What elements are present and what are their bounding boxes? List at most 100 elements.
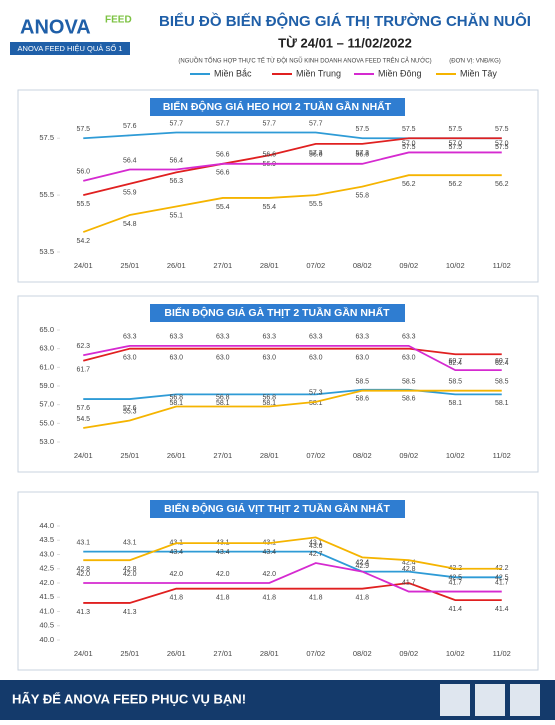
panel-title: BIẾN ĐỘNG GIÁ HEO HƠI 2 TUẦN GẦN NHẤT (163, 100, 392, 113)
data-label: 42.9 (355, 563, 369, 570)
data-label: 58.5 (495, 379, 509, 386)
data-label: 55.4 (216, 204, 230, 211)
tagline-bg (10, 42, 130, 55)
data-label: 55.3 (123, 408, 137, 415)
data-label: 58.5 (402, 379, 416, 386)
x-tick-label: 11/02 (493, 261, 511, 270)
data-label: 43.4 (169, 549, 183, 556)
unit: (ĐƠN VỊ: VNĐ/KG) (449, 59, 500, 65)
x-tick-label: 09/02 (399, 261, 418, 270)
data-label: 41.8 (216, 595, 230, 602)
data-label: 56.8 (262, 394, 276, 401)
x-tick-label: 24/01 (74, 451, 93, 460)
series-line (83, 562, 502, 593)
data-label: 57.7 (262, 120, 276, 127)
data-label: 41.8 (169, 595, 183, 602)
qr-code (440, 684, 470, 716)
data-label: 63.3 (402, 334, 416, 341)
x-tick-label: 07/02 (306, 451, 325, 460)
data-label: 57.3 (309, 390, 323, 397)
data-label: 58.1 (448, 400, 462, 407)
logo-sub: FEED (105, 15, 132, 26)
data-label: 42.8 (76, 566, 90, 573)
x-tick-label: 25/01 (120, 451, 139, 460)
x-tick-label: 11/02 (493, 649, 511, 658)
data-label: 58.5 (355, 379, 369, 386)
data-label: 41.7 (448, 579, 462, 586)
data-label: 57.0 (495, 140, 509, 147)
tagline: ANOVA FEED HIỆU QUẢ SỐ 1 (18, 43, 123, 53)
data-label: 55.4 (262, 204, 276, 211)
data-label: 58.6 (355, 396, 369, 403)
y-tick-label: 41.5 (39, 592, 54, 601)
data-label: 57.7 (169, 120, 183, 127)
data-label: 57.3 (309, 150, 323, 157)
date-range: TỪ 24/01 – 11/02/2022 (278, 35, 412, 50)
data-label: 57.6 (123, 405, 137, 412)
data-label: 43.4 (216, 549, 230, 556)
y-tick-label: 53.0 (39, 437, 54, 446)
data-label: 56.2 (448, 181, 462, 188)
data-label: 56.4 (123, 157, 137, 164)
data-label: 63.3 (169, 334, 183, 341)
series-line (82, 174, 502, 233)
data-label: 42.0 (169, 571, 183, 578)
series-line (83, 389, 502, 429)
y-tick-label: 55.0 (39, 418, 54, 427)
y-tick-label: 65.0 (39, 325, 54, 334)
data-label: 56.2 (495, 181, 509, 188)
y-tick-label: 59.0 (39, 381, 54, 390)
y-tick-label: 42.0 (39, 578, 54, 587)
data-label: 57.5 (448, 144, 462, 151)
data-label: 61.7 (76, 367, 90, 374)
data-label: 56.3 (169, 178, 183, 185)
data-label: 41.7 (495, 579, 509, 586)
data-label: 55.9 (123, 190, 137, 197)
y-tick-label: 44.0 (39, 521, 54, 530)
data-label: 41.8 (309, 595, 323, 602)
x-tick-label: 08/02 (353, 451, 372, 460)
x-tick-label: 24/01 (74, 261, 93, 270)
y-tick-label: 57.5 (39, 133, 54, 142)
data-label: 41.4 (448, 606, 462, 613)
y-tick-label: 55.5 (39, 190, 54, 199)
data-label: 63.3 (262, 334, 276, 341)
logo: ANOVA (20, 16, 91, 38)
data-label: 57.6 (76, 405, 90, 412)
x-tick-label: 07/02 (306, 261, 325, 270)
x-tick-label: 27/01 (213, 649, 232, 658)
data-label: 43.1 (76, 539, 90, 546)
qr-code (510, 684, 540, 716)
panel-title: BIẾN ĐỘNG GIÁ GÀ THỊT 2 TUẦN GẦN NHẤT (164, 306, 390, 319)
data-label: 42.8 (123, 566, 137, 573)
panel-title-bg (150, 500, 405, 518)
data-label: 60.7 (495, 358, 509, 365)
data-label: 42.4 (402, 559, 416, 566)
data-label: 57.5 (495, 126, 509, 133)
panel-title-bg (150, 98, 405, 116)
data-label: 63.0 (262, 355, 276, 362)
data-label: 57.5 (355, 126, 369, 133)
data-label: 56.8 (216, 394, 230, 401)
x-tick-label: 25/01 (120, 261, 139, 270)
data-label: 63.3 (309, 334, 323, 341)
data-label: 54.2 (76, 238, 90, 245)
legend-label: Miền Bắc (214, 68, 252, 78)
x-tick-label: 09/02 (399, 649, 418, 658)
x-tick-label: 08/02 (353, 261, 372, 270)
data-label: 56.4 (169, 157, 183, 164)
series-line (83, 137, 502, 196)
x-tick-label: 08/02 (353, 649, 372, 658)
panel-title-bg (150, 304, 405, 322)
data-label: 57.5 (402, 144, 416, 151)
series-line (83, 536, 502, 570)
series-line (83, 347, 502, 362)
data-label: 58.1 (216, 400, 230, 407)
data-label: 63.0 (169, 355, 183, 362)
data-label: 56.6 (262, 152, 276, 159)
y-tick-label: 53.5 (39, 247, 54, 256)
data-label: 63.3 (355, 334, 369, 341)
data-label: 41.8 (262, 595, 276, 602)
data-label: 54.5 (76, 416, 90, 423)
